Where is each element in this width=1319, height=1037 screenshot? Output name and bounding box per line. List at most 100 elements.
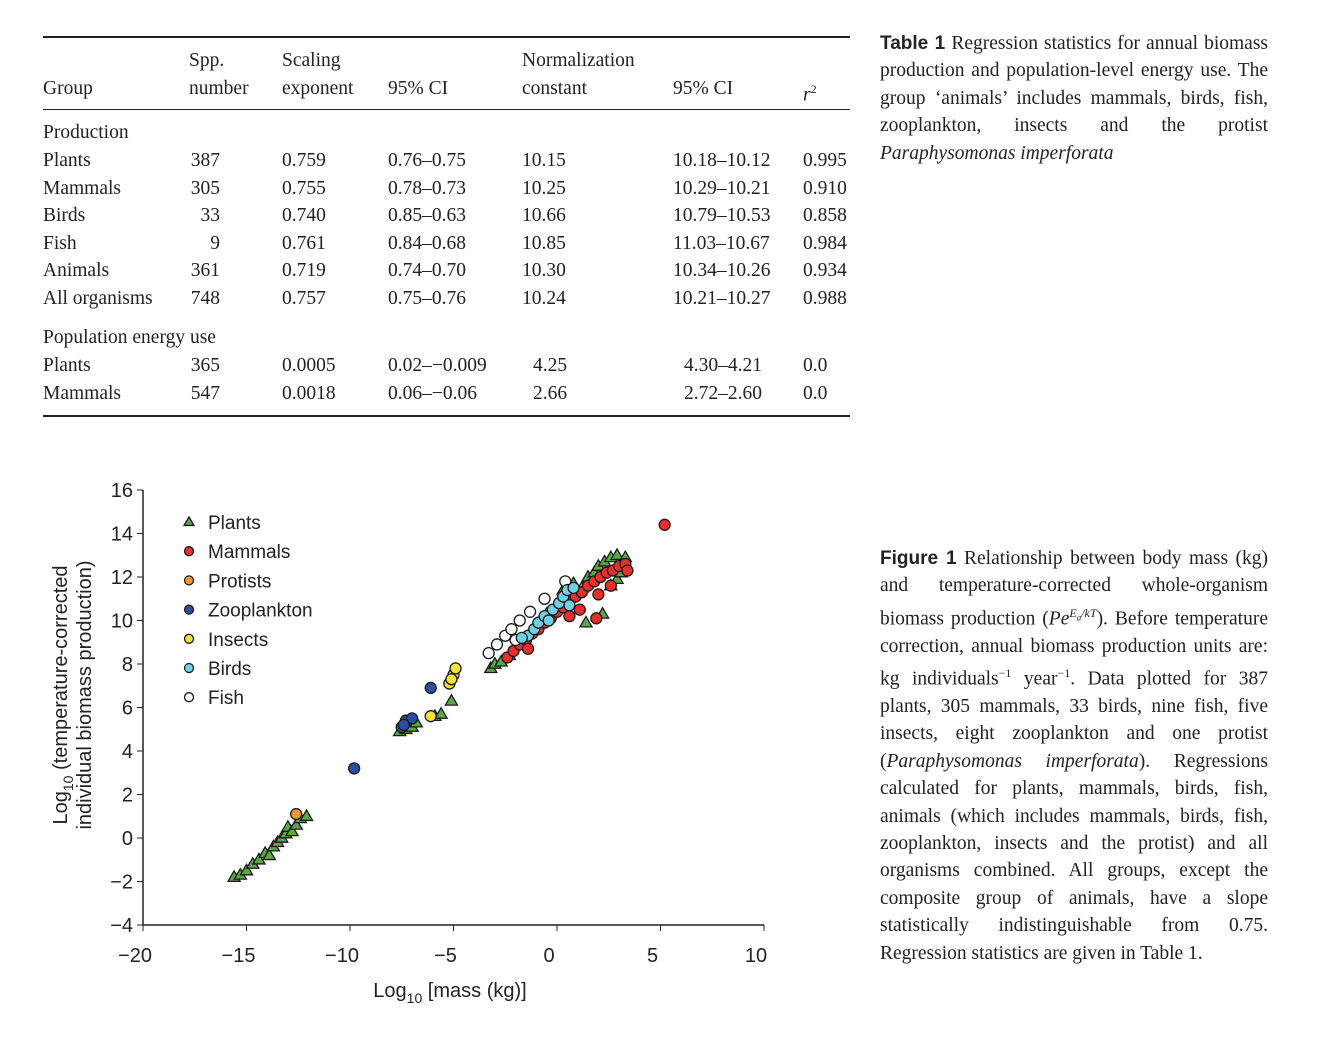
point-zooplankton	[424, 681, 437, 695]
table-cell: 10.24	[522, 287, 566, 309]
y-tick-label: 10	[111, 611, 133, 633]
table-cell: 748	[190, 287, 220, 309]
point-fish	[523, 605, 537, 618]
table-cell: 10.15	[522, 150, 566, 171]
table-top-rule	[43, 36, 850, 38]
legend-marker-fish	[183, 692, 195, 703]
legend-marker-plants	[182, 515, 196, 527]
x-tick-label: 5	[647, 945, 658, 967]
legend-marker-mammals	[183, 546, 195, 557]
table-cell: 0.910	[803, 177, 847, 199]
table-cell: 11.03–10.67	[673, 232, 770, 254]
y-tick-label: 0	[122, 828, 133, 850]
point-mammals	[604, 579, 617, 592]
table-caption-label: Table 1	[880, 33, 946, 54]
table-cell: 0.984	[803, 232, 847, 254]
point-mammals	[658, 518, 671, 531]
table-cell: 0.740	[282, 205, 326, 226]
table-caption: Table 1 Regression statistics for annual…	[880, 30, 1268, 167]
table-cell: 10.25	[522, 177, 566, 199]
point-protists	[290, 807, 303, 821]
point-plants	[433, 706, 449, 719]
y-tick-label: 14	[111, 524, 133, 546]
svg-text:Log10 (temperature-corrected: Log10 (temperature-corrected	[50, 565, 76, 824]
table-cell: 0.0018	[282, 382, 336, 404]
table-cell: 0.934	[803, 260, 847, 281]
legend-marker-birds	[183, 662, 195, 674]
point-plants	[284, 823, 300, 837]
header-scaling-2: exponent	[282, 78, 354, 99]
table-cell: 0.858	[803, 205, 847, 226]
table-cell: 305	[190, 177, 220, 199]
table-cell: 0.84–0.68	[388, 232, 466, 254]
point-fish	[513, 614, 526, 627]
point-plants	[288, 817, 304, 830]
caption-text: . Data plotted for 387 plants, 305 mamma…	[880, 668, 1268, 772]
caption-formula: Pe	[1048, 608, 1070, 630]
table-cell: 0.0	[803, 382, 828, 404]
point-fish	[505, 623, 518, 636]
legend-label: Mammals	[208, 542, 290, 563]
svg-text:individual biomass production): individual biomass production)	[74, 560, 96, 829]
table-cell: 0.06–−0.06	[388, 382, 477, 404]
point-plants	[239, 863, 254, 876]
table-cell: 9	[210, 232, 220, 254]
table-cell: 387	[190, 150, 220, 171]
y-tick-label: 16	[111, 480, 133, 502]
y-tick-label: 6	[122, 698, 133, 720]
header-group: Group	[43, 78, 93, 99]
point-fish	[490, 638, 504, 651]
table-cell: 4.25	[533, 355, 568, 376]
table-cell: 0.85–0.63	[388, 205, 466, 226]
table-cell: Birds	[43, 205, 86, 226]
table-cell: 0.0005	[282, 355, 336, 376]
table-cell: 0.74–0.70	[388, 260, 466, 281]
table-cell: 0.719	[282, 260, 326, 281]
table-cell: 0.755	[282, 177, 326, 199]
point-fish	[538, 592, 551, 605]
table-cell: 2.72–2.60	[684, 382, 762, 404]
caption-exponent: Ea/kT	[1069, 605, 1097, 623]
legend: Plants Mammals Protists Zooplankton Insects B…	[182, 513, 313, 709]
table-cell: 2.66	[533, 382, 568, 404]
header-ci1: 95% CI	[388, 78, 449, 99]
table-cell: 0.76–0.75	[388, 150, 466, 171]
figure-caption: Figure 1 Relationship between body mass …	[880, 545, 1268, 967]
legend-label: Insects	[208, 630, 268, 651]
point-birds	[542, 614, 555, 627]
point-zooplankton	[397, 718, 410, 732]
table-cell: All organisms	[43, 287, 153, 309]
x-tick-label: −20	[118, 945, 152, 967]
point-insects	[445, 673, 458, 686]
table-cell: 10.66	[522, 205, 566, 226]
table-cell: Fish	[43, 232, 77, 254]
table-cell: 365	[190, 355, 220, 376]
caption-text: year	[1011, 668, 1058, 690]
legend-marker-protists	[183, 575, 195, 586]
point-plants	[578, 615, 594, 628]
header-norm-1: Normalization	[522, 50, 635, 71]
point-mammals	[521, 642, 535, 655]
table-cell: 10.34–10.26	[673, 260, 771, 281]
x-tick-label: 10	[745, 945, 767, 967]
table-cell: 33	[200, 205, 221, 226]
header-spp-1: Spp.	[189, 50, 225, 71]
point-zooplankton	[405, 712, 419, 725]
x-axis-label: Log10 [mass (kg)]	[373, 980, 526, 1006]
point-birds	[563, 599, 576, 612]
point-zooplankton	[347, 762, 361, 775]
table-cell: 10.18–10.12	[673, 150, 771, 171]
caption-text: ). Before temperature correction, annual…	[880, 608, 1268, 690]
legend-marker-insects	[183, 633, 195, 644]
legend-label: Zooplankton	[208, 601, 313, 622]
point-insects	[449, 662, 462, 675]
table-cell: 10.29–10.21	[673, 177, 771, 199]
point-fish	[482, 646, 495, 660]
x-tick-label: −15	[222, 945, 256, 967]
caption-sup: −1	[1057, 666, 1071, 681]
header-scaling-1: Scaling	[282, 50, 341, 71]
table-cell: Mammals	[43, 382, 121, 404]
table-cell: 10.30	[522, 260, 566, 281]
